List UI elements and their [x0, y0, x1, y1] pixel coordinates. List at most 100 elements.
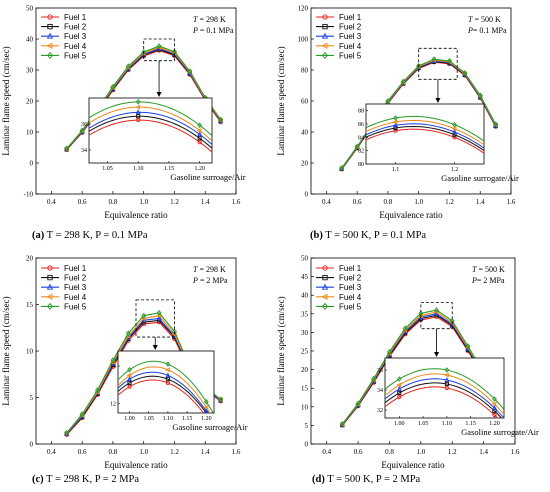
inset-data-point	[451, 129, 458, 134]
inset-data-point	[203, 404, 209, 410]
y-tick-label: 50	[26, 5, 34, 13]
inset-data-point	[491, 405, 497, 410]
inset-series-fuel-3	[366, 122, 484, 149]
x-tick-label: 0.8	[109, 198, 118, 206]
inset-series-fuel-5	[118, 360, 214, 413]
inset-data-point	[197, 136, 202, 141]
y-tick-label: 5	[30, 394, 34, 402]
inset-x-tick-label: 1.15	[182, 416, 193, 422]
inset-data-point	[165, 367, 170, 373]
inset-y-tick-label: 36	[377, 368, 383, 374]
legend-marker	[322, 23, 328, 30]
inset: 1.1 1.2 80 82 84 86 88 Gasoline surrogate/Air	[358, 103, 519, 183]
inset-data-point	[452, 135, 457, 140]
inset-curves	[89, 99, 212, 153]
inset-data-point	[127, 367, 132, 373]
pressure-label: P = 2 MPa	[192, 276, 228, 285]
legend-marker	[321, 302, 329, 310]
y-tick-label: 45	[301, 273, 309, 281]
inset-series-fuel-1	[366, 128, 484, 154]
panel-caption: (c) T = 298 K, P = 2 MPa	[32, 474, 139, 485]
legend-marker	[46, 302, 54, 310]
inset-series-line	[118, 371, 209, 413]
temperature-label: T = 298 K	[193, 15, 226, 24]
data-point	[433, 309, 439, 315]
x-tick-label: 1.4	[201, 448, 210, 456]
legend-marker	[322, 274, 328, 281]
inset-data-point	[197, 140, 202, 145]
inset-x-tick-label: 1.2	[451, 167, 459, 173]
inset-y-tick-label: 82	[358, 149, 364, 155]
inset-curves	[366, 115, 484, 154]
x-tick-label: 1.6	[511, 448, 520, 456]
inset: 1.00 1.05 1.10 1.15 1.20 32 34 36 Gasoline surro…	[377, 357, 539, 437]
inset-data-point	[396, 382, 402, 388]
x-tick-label: 1.4	[476, 198, 485, 206]
legend-marker	[321, 42, 328, 49]
inset-x-label: Gasoline surrogate/Air	[441, 173, 519, 183]
inset-series-line	[385, 378, 504, 418]
inset-y-tick-label: 12	[110, 402, 116, 408]
y-tick-label: 10	[26, 348, 34, 356]
y-tick-label: 15	[301, 385, 309, 393]
legend-marker	[321, 293, 328, 300]
data-point	[110, 357, 116, 364]
y-axis-label: Laminar flame speed (cm/sec)	[276, 46, 286, 155]
inset-series-line	[89, 111, 212, 145]
inset-series-line	[89, 119, 212, 153]
data-point	[64, 429, 70, 436]
y-tick-label: 20	[26, 98, 34, 106]
data-point	[141, 49, 147, 55]
legend-label: Fuel 2	[339, 23, 362, 32]
legend-label: Fuel 3	[64, 283, 87, 292]
inset-data-point	[127, 384, 132, 389]
chart-panel-d: 0.4 0.6 0.8 1.0 1.2 1.4 1.6 0 5 10 15 20 25 30 35 40 45 5…	[276, 255, 539, 471]
legend-label: Fuel 3	[339, 32, 362, 41]
inset-data-point	[397, 394, 402, 400]
x-tick-label: 0.4	[47, 448, 56, 456]
x-tick-label: 1.4	[479, 448, 488, 456]
inset-data-point	[127, 380, 132, 385]
inset-series-line	[366, 128, 484, 154]
data-point	[141, 312, 147, 319]
inset-series-fuel-2	[89, 114, 212, 149]
inset-x-tick-label: 1.05	[418, 421, 429, 427]
x-tick-label: 1.6	[507, 198, 516, 206]
temperature-label: T = 298 K	[193, 265, 226, 274]
x-tick-label: 0.4	[322, 448, 331, 456]
x-axis-label: Equivalence ratio	[104, 460, 168, 470]
x-tick-label: 1.2	[445, 198, 454, 206]
y-tick-label: 40	[26, 36, 34, 44]
chart-panel-b: 0.4 0.6 0.8 1.0 1.2 1.4 1.6 0 20 40 60 80 100 120 Equi…	[276, 5, 519, 221]
inset-y-tick-label: 14	[110, 364, 116, 370]
inset-x-label: Gasoline surrogate/Air	[461, 427, 539, 437]
data-point	[355, 400, 361, 407]
data-point	[125, 63, 131, 70]
y-tick-label: 0	[305, 441, 309, 449]
inset-series-fuel-1	[118, 379, 205, 413]
inset-data-point	[444, 381, 449, 387]
inset-data-point	[127, 376, 133, 382]
y-tick-label: 0	[30, 160, 34, 168]
legend-label: Fuel 2	[64, 274, 87, 283]
inset-x-tick-label: 1.00	[124, 416, 135, 422]
inset-x-label: Gasoline surroage/Air	[172, 422, 247, 432]
data-point	[110, 83, 116, 90]
inset-y-tick-label: 86	[358, 122, 364, 128]
chart-panel-a: 0.4 0.6 0.8 1.0 1.2 1.4 1.6 -10 0 10 20 30 40 50 Equiv…	[1, 5, 246, 221]
x-axis-label: Equivalence ratio	[381, 460, 445, 470]
y-tick-label: 25	[301, 348, 309, 356]
conditions: T = 500 K P= 2 MPa	[471, 265, 505, 285]
inset-series-line	[89, 101, 212, 137]
inset-data-point	[452, 121, 457, 128]
inset-series-line	[366, 125, 484, 151]
y-tick-label: 50	[301, 255, 309, 263]
inset-x-tick-label: 1.20	[201, 416, 212, 422]
y-tick-label: 20	[26, 255, 34, 263]
inset-data-point	[165, 361, 171, 367]
data-point	[218, 116, 224, 123]
data-point	[447, 57, 452, 64]
y-tick-label: 10	[26, 129, 34, 137]
legend-label: Fuel 4	[64, 42, 87, 51]
legend-marker	[46, 293, 53, 300]
